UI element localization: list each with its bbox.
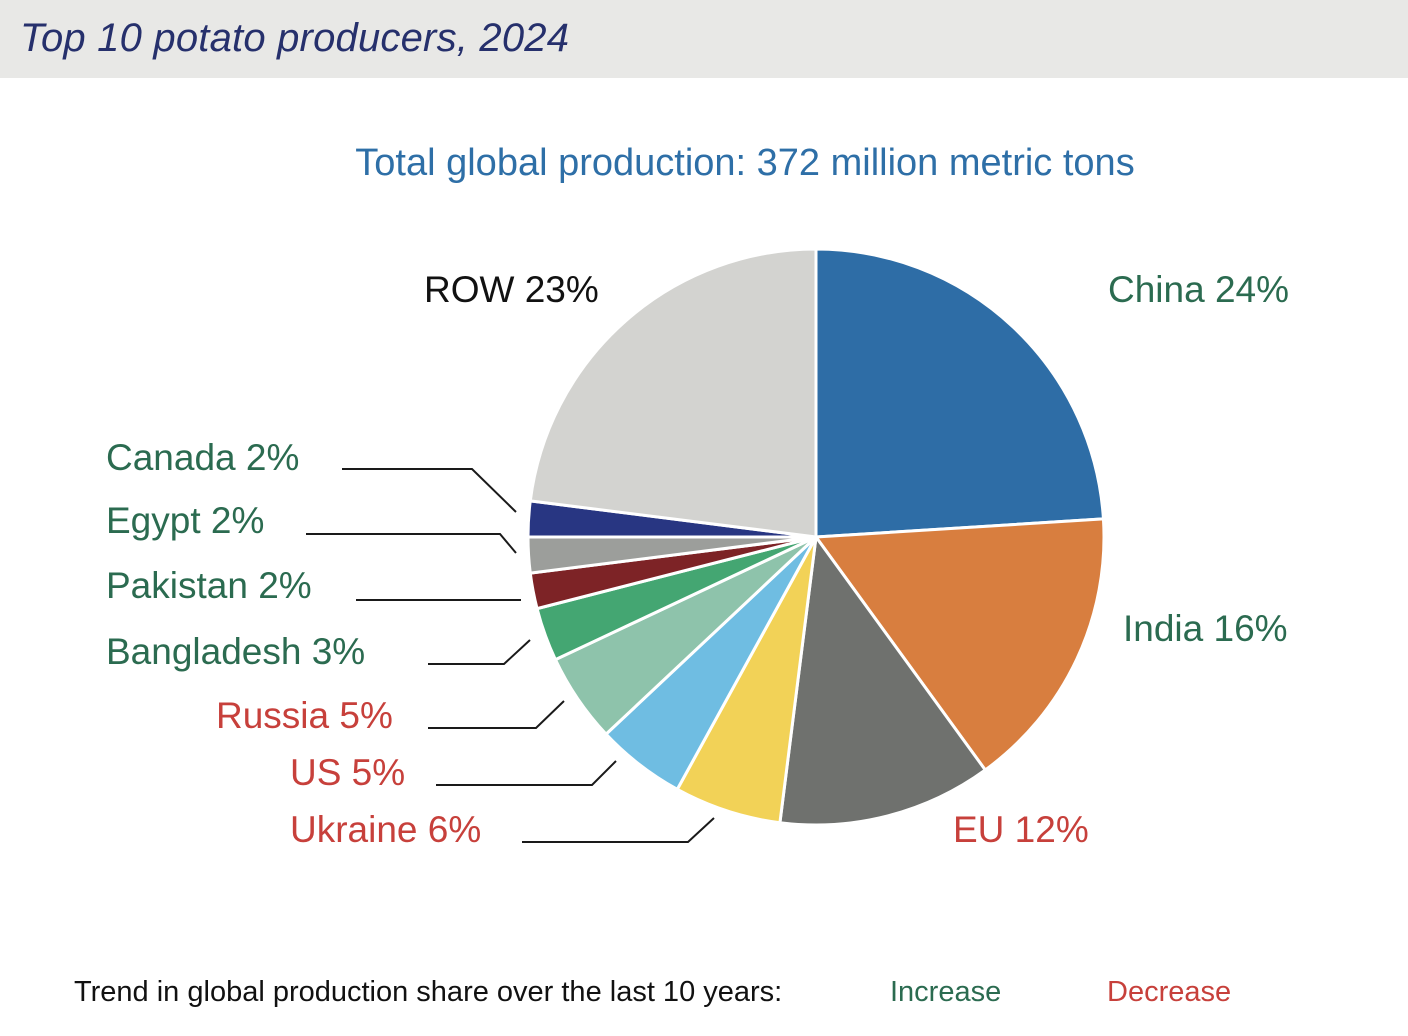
pie-slice-china xyxy=(814,247,1105,539)
leader-line-egypt xyxy=(306,533,517,554)
slice-label-ukraine: Ukraine 6% xyxy=(290,809,481,850)
slice-label-egypt: Egypt 2% xyxy=(106,500,264,541)
slice-labels: China 24% India 16% EU 12% Ukraine 6% US 5% R… xyxy=(106,269,1289,850)
leader-line-russia xyxy=(428,700,565,729)
slice-label-row: ROW 23% xyxy=(424,269,599,310)
slice-label-india: India 16% xyxy=(1123,608,1288,649)
leader-line-us xyxy=(436,760,617,786)
pie-slice-row xyxy=(528,247,818,539)
leader-line-canada xyxy=(342,468,517,513)
slice-label-russia: Russia 5% xyxy=(216,695,393,736)
legend-title: Trend in global production share over th… xyxy=(74,976,783,1008)
slice-label-us: US 5% xyxy=(290,752,405,793)
legend-decrease: Decrease xyxy=(1107,976,1232,1008)
header-band xyxy=(0,0,1408,78)
pie-slice-eu xyxy=(778,535,987,827)
chart-subtitle: Total global production: 372 million met… xyxy=(355,142,1135,184)
page-title: Top 10 potato producers, 2024 xyxy=(20,16,570,60)
slice-label-canada: Canada 2% xyxy=(106,437,299,478)
leader-lines xyxy=(306,468,715,843)
legend-increase: Increase xyxy=(890,976,1002,1008)
slice-label-pakistan: Pakistan 2% xyxy=(106,565,312,606)
leader-line-bangladesh xyxy=(428,639,531,665)
leader-line-ukraine xyxy=(522,817,715,843)
pie-slice-india xyxy=(814,517,1106,772)
pie-slices xyxy=(526,247,1106,827)
slice-label-bangladesh: Bangladesh 3% xyxy=(106,631,365,672)
slice-label-china: China 24% xyxy=(1108,269,1289,310)
slice-label-eu: EU 12% xyxy=(953,809,1089,850)
